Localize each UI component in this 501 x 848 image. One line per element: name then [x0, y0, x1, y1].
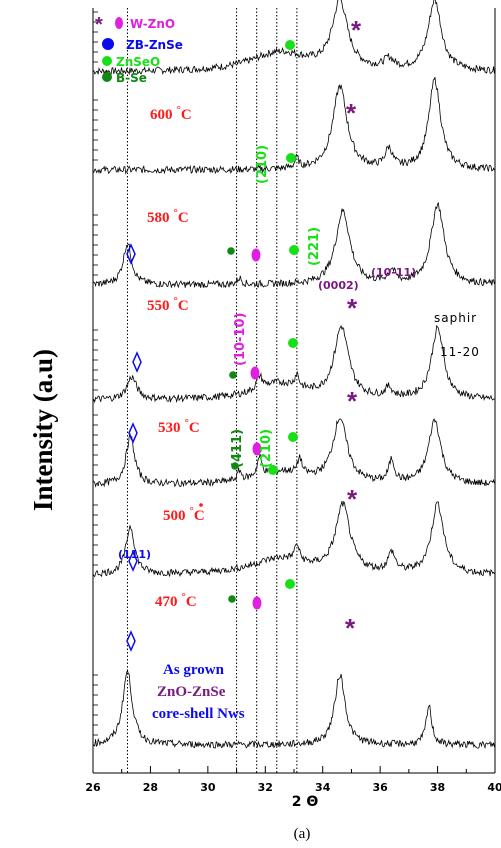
x-tick-label: 38	[430, 781, 445, 794]
star-marker-3: *	[347, 386, 358, 416]
legend-star-icon: *	[95, 14, 103, 36]
annotation-as-grown-2: ZnO-ZnSe	[157, 684, 226, 700]
annotation-as-grown-1: As grown	[163, 662, 225, 678]
znseo-marker-1	[286, 153, 296, 163]
legend-znseo-dot	[102, 56, 112, 66]
trace-1	[92, 77, 495, 175]
diamond-marker-1	[132, 351, 142, 373]
znseo-marker-2	[289, 245, 299, 255]
x-tick-label: 32	[258, 781, 273, 794]
legend-zbznse-dot	[102, 38, 114, 50]
wzno-marker-3	[252, 596, 262, 610]
annotation-0002: (0002)	[318, 279, 359, 292]
bse-marker-2	[231, 462, 239, 470]
bse-marker-3	[228, 595, 236, 603]
label-530: 530 °C	[158, 417, 200, 436]
znseo-marker-0	[285, 40, 295, 50]
x-tick-label: 28	[143, 781, 158, 794]
annotation-111: (111)	[118, 548, 151, 561]
trace-5	[92, 500, 495, 578]
legend-label-bse: B-Se	[116, 71, 147, 85]
znseo-marker-3	[288, 338, 298, 348]
label-550: 550 °C	[147, 295, 189, 314]
diamond-marker-4	[126, 630, 136, 652]
temperature-labels: 600 °C 580 °C 550 °C 530 °C 500 °C 470 °C	[147, 104, 205, 610]
x-tick-label: 30	[200, 781, 216, 794]
legend-wzno-dot	[115, 17, 123, 29]
label-500: 500 °C	[163, 505, 205, 524]
xrd-traces	[92, 0, 495, 750]
bse-marker-0	[227, 247, 235, 255]
bse-marker-1	[229, 371, 237, 379]
star-marker-5: *	[345, 613, 356, 643]
diamond-marker-2	[128, 422, 138, 444]
wzno-marker-2	[252, 442, 262, 456]
wzno-marker-0	[251, 248, 261, 262]
legend-label-zbznse: ZB-ZnSe	[126, 38, 183, 52]
annotation-210-mid: (210)	[259, 429, 274, 468]
legend-label-znseo: ZnSeO	[116, 55, 160, 69]
star-marker-1: *	[346, 98, 357, 128]
y-axis-label: Intensity (a.u)	[28, 349, 58, 511]
trace-4	[92, 418, 495, 488]
label-580: 580 °C	[147, 207, 189, 226]
star-marker-2: *	[347, 293, 358, 323]
annotation-411: (411)	[230, 429, 245, 468]
znseo-marker-4	[288, 432, 298, 442]
peak-annotations: (210) (221) (10-11) (0002) saphir 11-20 …	[118, 145, 480, 722]
x-axis-label: 2 Θ	[292, 794, 319, 810]
x-tick-label: 34	[315, 781, 331, 794]
legend: * W-ZnO ZB-ZnSe ZnSeO B-Se	[95, 14, 183, 85]
axis-ticks: 26 28 30 32 34 36 38 40	[85, 11, 501, 794]
red-dot-marker	[199, 503, 203, 507]
star-marker-4: *	[347, 484, 358, 514]
x-tick-label: 40	[487, 781, 501, 794]
annotation-221: (221)	[307, 227, 322, 266]
trace-3	[92, 324, 495, 404]
figure-caption: (a)	[294, 826, 311, 842]
label-470: 470 °C	[155, 591, 197, 610]
reference-lines	[126, 8, 298, 773]
label-600: 600 °C	[150, 104, 192, 123]
diamond-marker-3	[128, 550, 138, 572]
x-tick-label: 26	[85, 781, 101, 794]
star-marker-0: *	[351, 15, 362, 45]
wzno-marker-1	[250, 366, 260, 380]
legend-label-wzno: W-ZnO	[130, 17, 175, 31]
annotation-10-10: (10-10)	[233, 313, 248, 366]
annotation-saphir: saphir	[434, 311, 477, 325]
annotation-saphir-plane: 11-20	[440, 345, 480, 359]
legend-bse-dot	[102, 72, 112, 82]
annotation-210-top: (210)	[255, 145, 270, 184]
peak-markers: * * * * * *	[126, 15, 362, 652]
znseo-marker-5	[268, 465, 278, 475]
diamond-marker-0	[126, 243, 136, 265]
trace-6	[92, 668, 495, 750]
x-tick-label: 36	[372, 781, 388, 794]
annotation-10-11: (10-11)	[371, 266, 416, 279]
znseo-marker-6	[285, 579, 295, 589]
trace-2	[92, 201, 495, 289]
annotation-as-grown-3: core-shell Nws	[152, 706, 245, 722]
trace-0	[92, 0, 495, 76]
